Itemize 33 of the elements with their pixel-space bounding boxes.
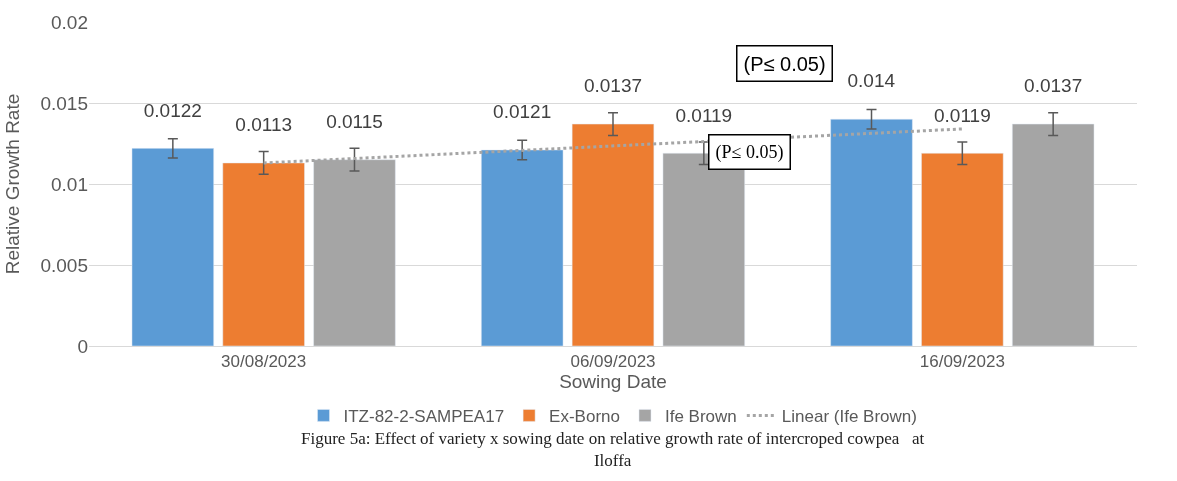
data-label: 0.0137 <box>583 75 643 97</box>
data-label: 0.0119 <box>933 104 991 126</box>
data-label: 0.014 <box>847 70 896 92</box>
bar <box>830 118 913 346</box>
x-axis-title: Sowing Date <box>559 371 667 393</box>
data-label: 0.0121 <box>493 101 552 123</box>
x-tick-label: 30/08/2023 <box>221 352 307 372</box>
data-label: 0.0137 <box>1024 75 1083 97</box>
legend-label: ITZ-82-2-SAMPEA17 <box>343 407 505 427</box>
legend-label: Ex-Borno <box>549 407 620 427</box>
legend-label: Ife Brown <box>664 407 737 427</box>
data-label: 0.0113 <box>235 114 293 136</box>
legend-label: Linear (Ife Brown) <box>781 407 917 427</box>
x-tick-label: 16/09/2023 <box>919 352 1005 372</box>
data-label: 0.0119 <box>675 104 733 126</box>
bar <box>571 123 655 346</box>
y-tick-label: 0.01 <box>51 173 88 195</box>
data-label: 0.0122 <box>143 99 202 121</box>
bar <box>1012 123 1095 346</box>
data-label: 0.0115 <box>326 111 383 132</box>
caption: Figure 5a: Effect of variety x sowing date on relative growth rate of intercroped cowpea at Iloffa <box>301 429 925 471</box>
x-tick-label: 06/09/2023 <box>570 352 656 372</box>
y-tick-label: 0.005 <box>40 254 88 276</box>
y-tick-label: 0.015 <box>40 92 88 114</box>
y-tick-label: 0 <box>77 335 88 357</box>
bar <box>481 149 564 346</box>
bar <box>131 148 214 346</box>
annotation: (P≤ 0.05) <box>743 52 826 75</box>
bar <box>222 162 305 346</box>
y-tick-label: 0.02 <box>51 11 88 33</box>
bar <box>921 152 1004 346</box>
y-axis-title: Relative Growth Rate <box>2 93 24 275</box>
annotation: (P≤ 0.05) <box>715 141 784 163</box>
